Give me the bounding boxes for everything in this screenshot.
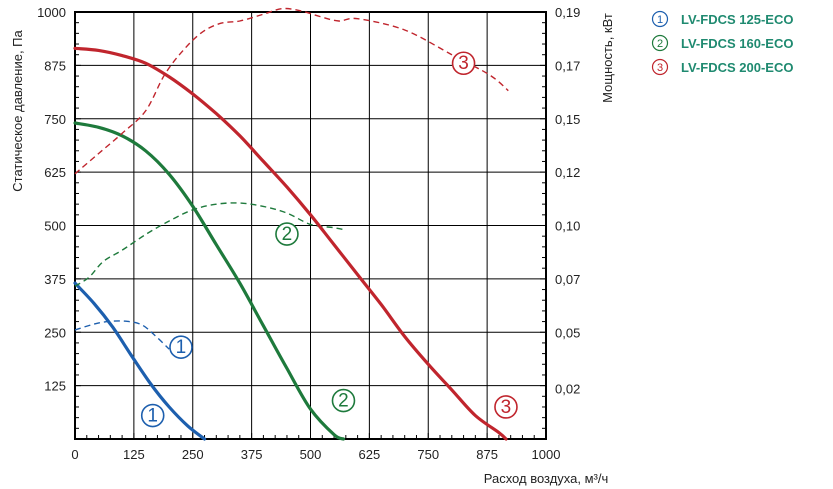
y-axis-left-title: Статическое давление, Па (10, 30, 25, 192)
y-right-tick-label: 0,19 (555, 5, 580, 20)
legend-marker-number: 3 (657, 62, 663, 74)
legend-label: LV-FDCS 200-ECO (681, 60, 793, 75)
x-tick-label: 250 (182, 447, 204, 462)
y-right-tick-label: 0,10 (555, 218, 580, 233)
marker-circle (275, 222, 299, 246)
legend-item: 3 LV-FDCS 200-ECO (651, 58, 793, 76)
power-curve-marker-lv-fdcs-200-eco: 3 (451, 51, 476, 76)
x-tick-label: 1000 (532, 447, 561, 462)
tick-labels: 0 125 250 375 500 625 750 875 1000 125 250 375 500 62… (37, 5, 580, 462)
legend: 1 LV-FDCS 125-ECO 2 LV-FDCS 160-ECO 3 LV-FDCS… (651, 10, 793, 76)
y-right-tick-label: 0,15 (555, 112, 580, 127)
x-tick-label: 375 (241, 447, 263, 462)
y-left-tick-label: 750 (44, 112, 66, 127)
power-curve-lv-fdcs-160-eco (74, 202, 346, 287)
y-left-tick-label: 125 (44, 379, 66, 394)
power-curve-marker-lv-fdcs-160-eco: 2 (275, 222, 299, 246)
legend-marker-number: 1 (657, 14, 663, 26)
marker-circle (169, 335, 193, 359)
y-right-tick-label: 0,05 (555, 325, 580, 340)
y-left-tick-label: 875 (44, 58, 66, 73)
marker-number: 1 (176, 337, 187, 358)
marker-number: 2 (282, 224, 293, 245)
legend-marker-circle (651, 10, 669, 28)
pressure-curve-marker-lv-fdcs-125-eco: 1 (140, 403, 165, 428)
marker-circle (451, 51, 476, 76)
legend-marker-circle (651, 58, 669, 76)
marker-circle (331, 388, 356, 413)
x-tick-label: 750 (417, 447, 439, 462)
legend-item: 1 LV-FDCS 125-ECO (651, 10, 793, 28)
y-left-tick-label: 500 (44, 219, 66, 234)
data-curves (73, 7, 509, 441)
y-left-tick-label: 375 (44, 272, 66, 287)
x-tick-label: 875 (476, 447, 498, 462)
power-curve-marker-lv-fdcs-125-eco: 1 (169, 335, 193, 359)
y-right-tick-label: 0,02 (555, 381, 580, 396)
pressure-curve-lv-fdcs-125-eco (73, 281, 207, 441)
x-tick-label: 125 (123, 447, 145, 462)
y-right-tick-label: 0,07 (555, 272, 580, 287)
marker-number: 3 (501, 397, 512, 418)
y-right-tick-label: 0,17 (555, 58, 580, 73)
power-curve-lv-fdcs-125-eco (74, 320, 170, 350)
pressure-curve-lv-fdcs-160-eco (73, 121, 346, 441)
marker-number: 2 (338, 391, 349, 412)
legend-item: 2 LV-FDCS 160-ECO (651, 34, 793, 52)
legend-marker-circle (651, 34, 669, 52)
y-right-tick-label: 0,12 (555, 165, 580, 180)
marker-number: 1 (147, 406, 158, 427)
curve-markers: 1 1 2 2 3 3 (140, 51, 518, 428)
y-left-tick-label: 250 (44, 325, 66, 340)
x-axis-title: Расход воздуха, м³/ч (484, 471, 609, 486)
pressure-curve-marker-lv-fdcs-200-eco: 3 (494, 395, 518, 419)
power-curve-lv-fdcs-200-eco (74, 7, 509, 175)
y-left-tick-label: 625 (44, 165, 66, 180)
legend-label: LV-FDCS 160-ECO (681, 36, 793, 51)
x-tick-label: 500 (300, 447, 322, 462)
legend-marker-number: 2 (657, 38, 663, 50)
x-tick-label: 0 (71, 447, 78, 462)
marker-circle (494, 395, 518, 419)
y-axis-right-title: Мощность, кВт (600, 13, 615, 103)
y-left-tick-label: 1000 (37, 5, 66, 20)
axis-ticks (74, 11, 547, 440)
pressure-curve-marker-lv-fdcs-160-eco: 2 (331, 388, 356, 413)
marker-number: 3 (458, 53, 469, 74)
pressure-curve-lv-fdcs-200-eco (73, 46, 508, 441)
x-tick-label: 625 (359, 447, 381, 462)
legend-label: LV-FDCS 125-ECO (681, 12, 793, 27)
marker-circle (140, 403, 165, 428)
